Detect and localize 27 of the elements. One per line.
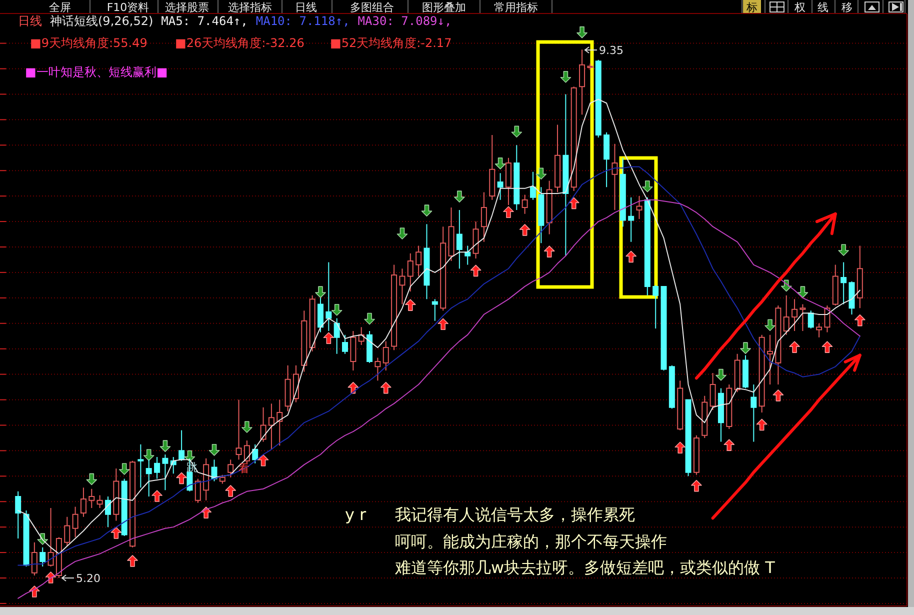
annotation: F10资料	[106, 1, 150, 14]
annotation: y r	[345, 505, 367, 524]
chart-subtitle: 神话短线(9,26,52)	[50, 14, 154, 28]
annotation: MA10: 7.118↑,	[256, 14, 350, 28]
annotation: 难道等你那几w块去拉呀。多做短差吧，或类似的做 T	[394, 558, 776, 577]
annotation: 标	[746, 1, 758, 14]
annotation: 我记得有人说信号太多，操作累死	[395, 505, 635, 524]
annotation: 多图组合	[350, 1, 394, 14]
annotation: 线	[818, 1, 828, 14]
chart-title: 日线	[18, 14, 42, 28]
annotation: 选择指标	[228, 1, 272, 14]
annotation: 9.35	[599, 44, 624, 57]
annotation: 5.20	[76, 572, 100, 585]
annotation: ■52天均线角度:-2.17	[330, 36, 452, 50]
annotation: 选择股票	[165, 1, 209, 14]
annotation: 图形叠加	[422, 1, 466, 14]
annotation: ■26天均线角度:-32.26	[175, 36, 304, 50]
annotation: MA5: 7.464↑,	[161, 14, 248, 28]
annotation: 呵呵。能成为庄稼的，那个不每天操作	[395, 532, 667, 551]
annotation: ■9天均线角度:55.49	[30, 36, 148, 50]
annotation: ■一叶知是秋、短线赢利■	[25, 65, 168, 79]
annotation: MA30: 7.089↓,	[358, 14, 452, 28]
annotation: 常用指标	[494, 1, 538, 14]
annotation: 日线	[295, 1, 317, 14]
annotation: 权	[794, 1, 806, 14]
annotation: 移	[842, 1, 852, 14]
annotation: 全屏	[49, 1, 71, 14]
